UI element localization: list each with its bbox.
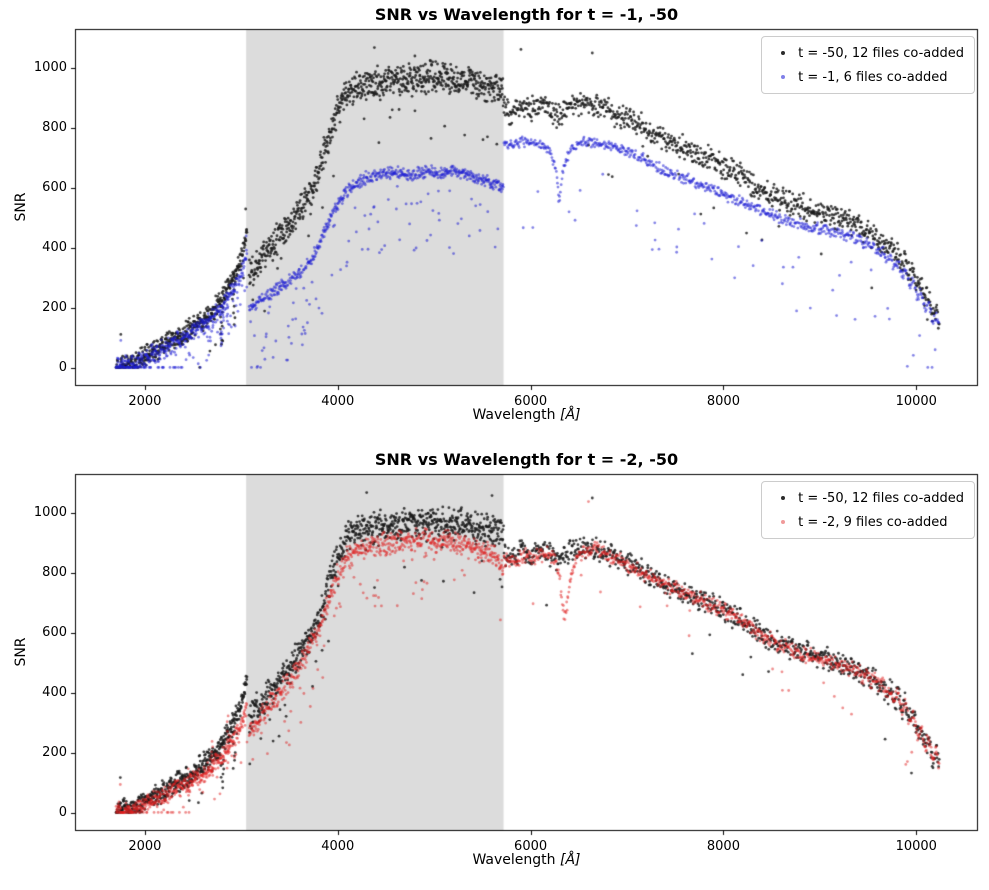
legend-label: t = -1, 6 files co-added <box>798 69 948 85</box>
x-tick-label: 4000 <box>321 394 355 409</box>
x-tick-label: 2000 <box>128 394 162 409</box>
y-axis-label: SNR <box>13 637 29 667</box>
x-axis-label-text: Wavelength <box>472 852 560 868</box>
y-tick-label: 0 <box>58 805 67 820</box>
x-tick-label: 2000 <box>128 839 162 854</box>
x-tick-label: 8000 <box>706 394 740 409</box>
legend: t = -50, 12 files co-added t = -1, 6 file… <box>761 36 975 94</box>
y-tick-label: 800 <box>42 120 67 135</box>
legend-label: t = -50, 12 files co-added <box>798 45 964 61</box>
x-tick-label: 10000 <box>895 394 937 409</box>
x-tick-label: 8000 <box>706 839 740 854</box>
chart-bottom: SNR vs Wavelength for t = -2, -50 SNR Wa… <box>0 445 989 890</box>
y-tick-label: 800 <box>42 565 67 580</box>
chart-title: SNR vs Wavelength for t = -2, -50 <box>374 450 679 469</box>
y-tick-label: 200 <box>42 300 67 315</box>
x-tick-label: 6000 <box>514 394 548 409</box>
legend-marker-dot-icon <box>768 496 798 500</box>
legend-item: t = -50, 12 files co-added <box>768 41 964 65</box>
y-tick-label: 600 <box>42 625 67 640</box>
x-axis-label: Wavelength [Å] <box>75 852 978 868</box>
chart-top: SNR vs Wavelength for t = -1, -50 SNR Wa… <box>0 0 989 445</box>
y-tick-label: 600 <box>42 180 67 195</box>
legend: t = -50, 12 files co-added t = -2, 9 file… <box>761 481 975 539</box>
y-tick-label: 1000 <box>33 505 67 520</box>
legend-label: t = -2, 9 files co-added <box>798 514 948 530</box>
x-tick-label: 4000 <box>321 839 355 854</box>
legend-item: t = -50, 12 files co-added <box>768 486 964 510</box>
y-tick-label: 400 <box>42 240 67 255</box>
legend-marker-dot-icon <box>768 520 798 524</box>
x-tick-label: 10000 <box>895 839 937 854</box>
legend-item: t = -2, 9 files co-added <box>768 510 964 534</box>
x-axis-label-unit: [Å] <box>559 852 581 868</box>
y-axis-label: SNR <box>13 192 29 222</box>
x-axis-label-text: Wavelength <box>472 407 560 423</box>
y-tick-label: 1000 <box>33 60 67 75</box>
x-axis-label: Wavelength [Å] <box>75 407 978 423</box>
legend-label: t = -50, 12 files co-added <box>798 490 964 506</box>
x-tick-label: 6000 <box>514 839 548 854</box>
y-tick-label: 0 <box>58 360 67 375</box>
y-tick-label: 200 <box>42 745 67 760</box>
x-axis-label-unit: [Å] <box>559 407 581 423</box>
legend-item: t = -1, 6 files co-added <box>768 65 964 89</box>
legend-marker-dot-icon <box>768 75 798 79</box>
y-tick-label: 400 <box>42 685 67 700</box>
chart-title: SNR vs Wavelength for t = -1, -50 <box>374 5 679 24</box>
legend-marker-dot-icon <box>768 51 798 55</box>
